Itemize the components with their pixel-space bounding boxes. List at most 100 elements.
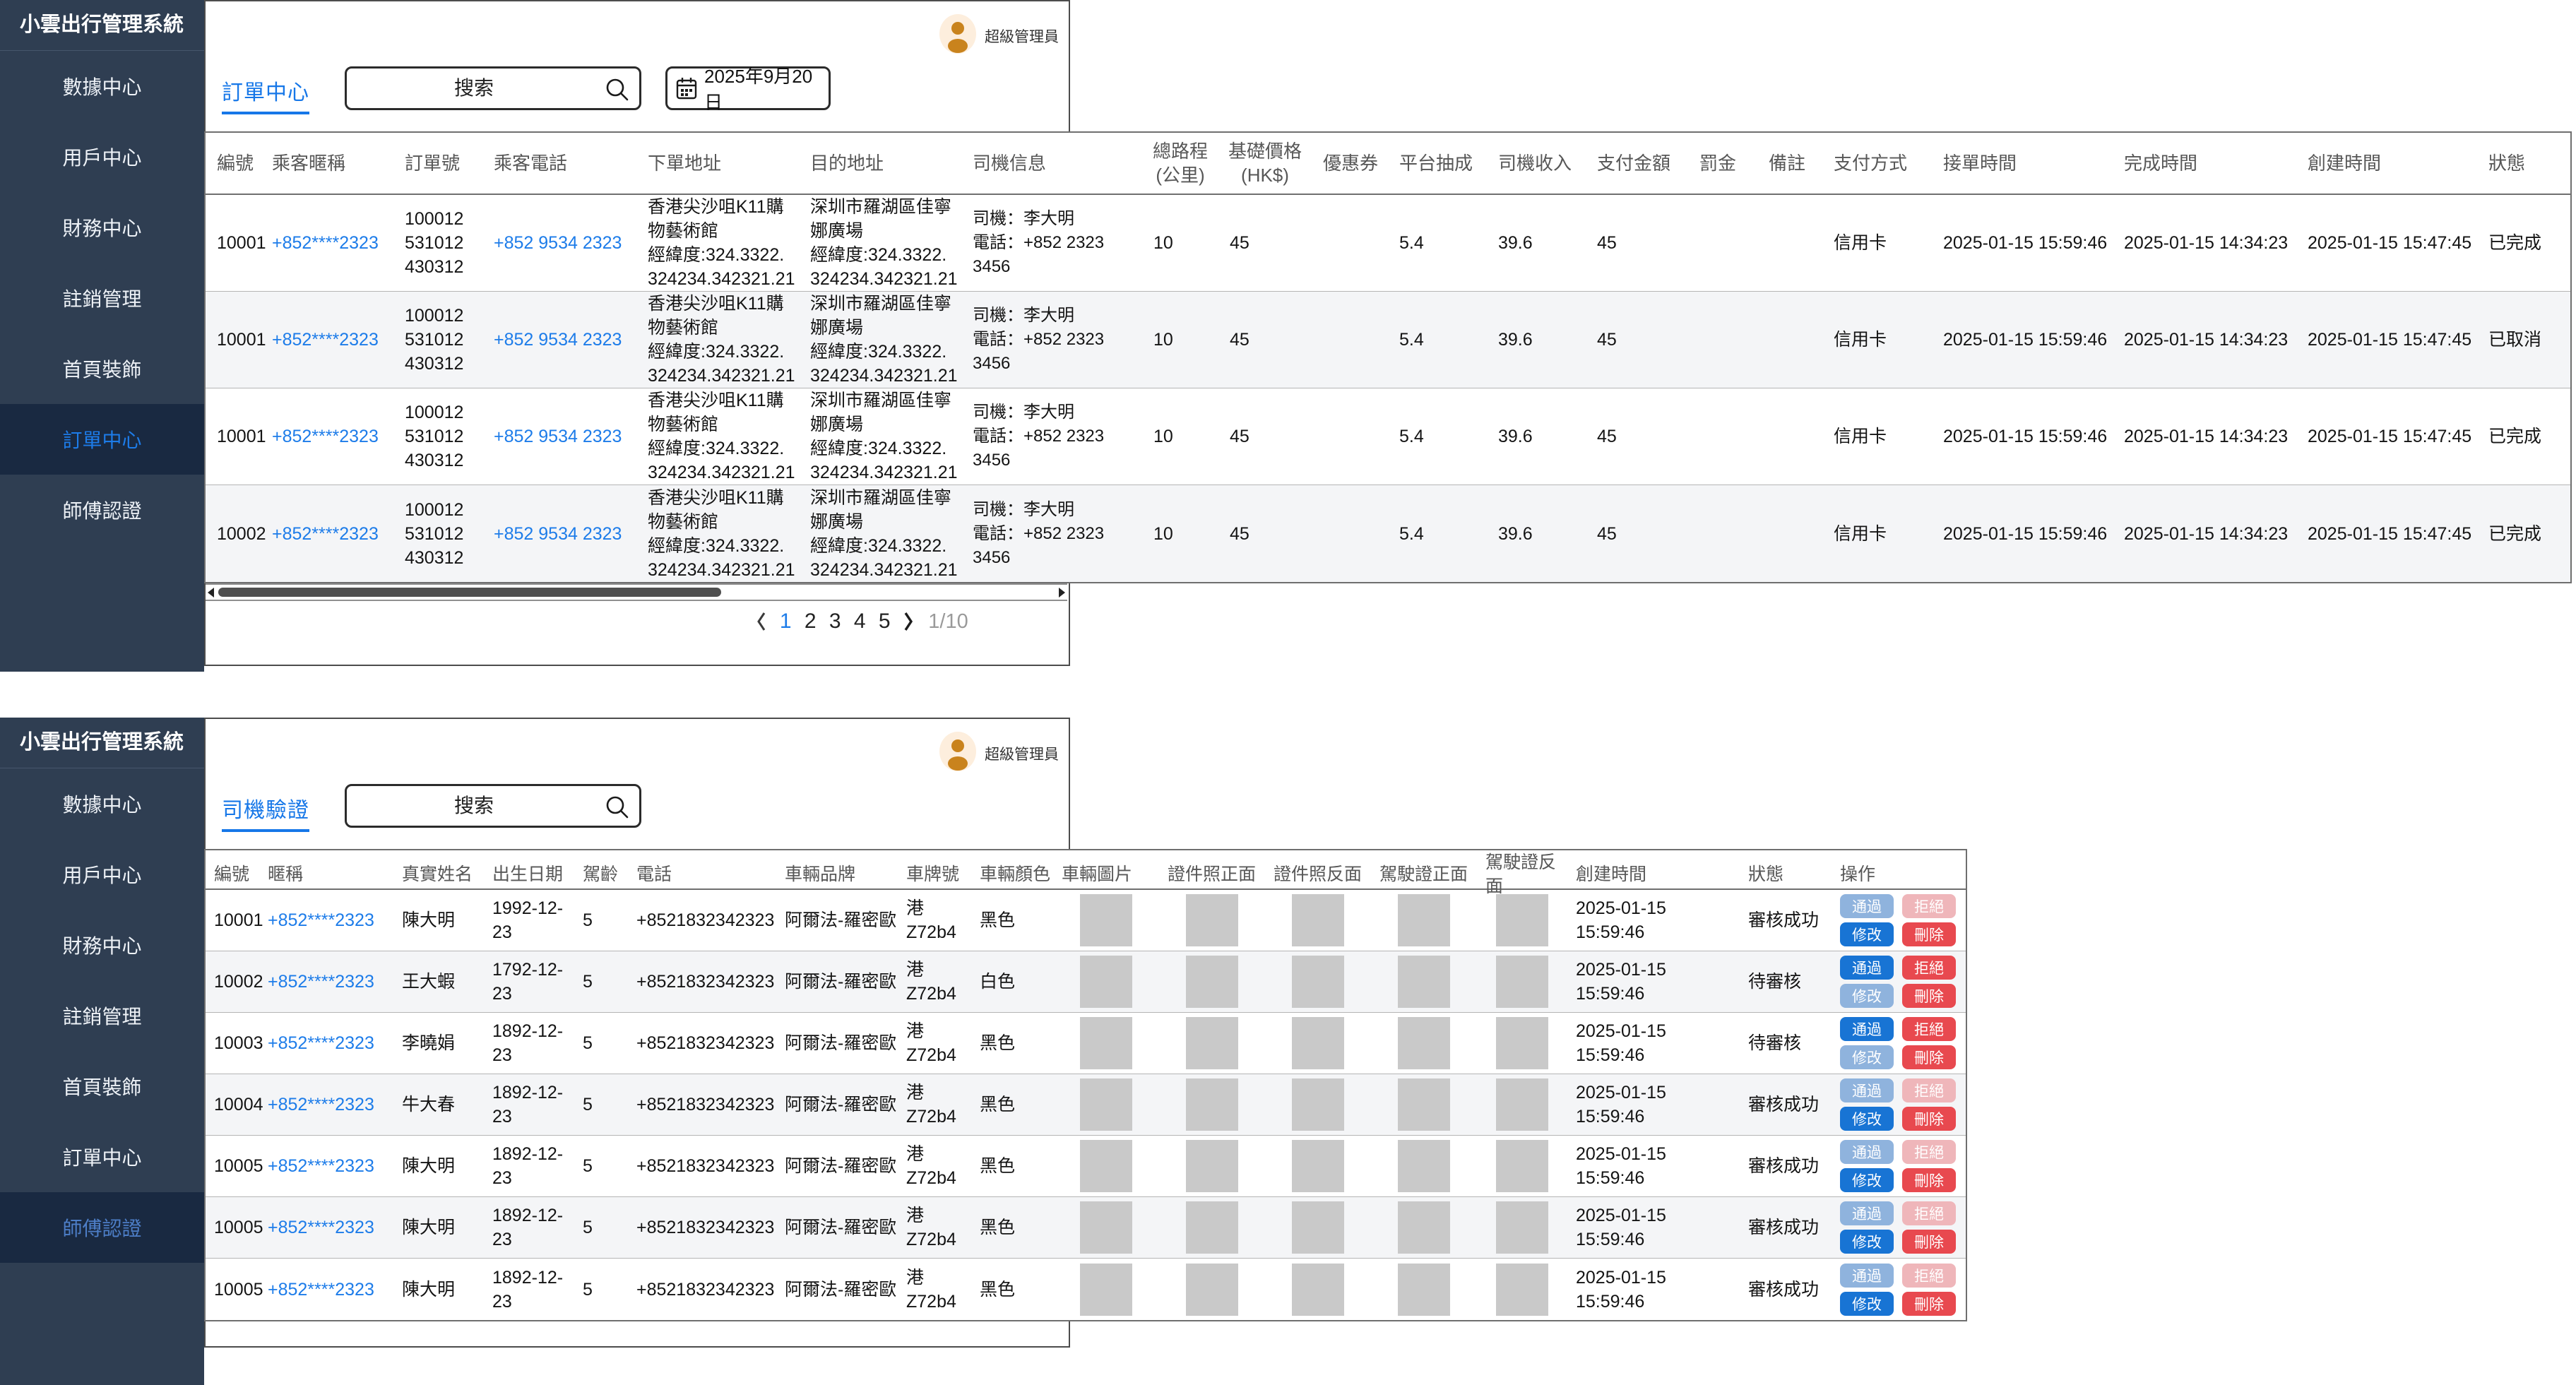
cell-nick[interactable]: +852****2323 (268, 972, 374, 992)
cell-nick[interactable]: +852****2323 (272, 523, 379, 544)
vehicle-photo-thumbnail[interactable] (1080, 1201, 1132, 1254)
id-card-front-thumbnail[interactable] (1186, 1017, 1238, 1069)
id-card-back-thumbnail[interactable] (1292, 1078, 1344, 1131)
sidebar-item-6[interactable]: 訂單中心 (0, 404, 204, 475)
search-input[interactable] (347, 786, 639, 826)
license-front-thumbnail[interactable] (1398, 1017, 1450, 1069)
license-front-thumbnail[interactable] (1398, 956, 1450, 1008)
license-front-thumbnail[interactable] (1398, 1078, 1450, 1131)
edit-button[interactable]: 修改 (1840, 922, 1894, 946)
license-back-thumbnail[interactable] (1496, 894, 1548, 946)
license-front-thumbnail[interactable] (1398, 1263, 1450, 1316)
license-back-thumbnail[interactable] (1496, 1017, 1548, 1069)
search-icon[interactable] (604, 76, 631, 107)
delete-button[interactable]: 刪除 (1902, 984, 1956, 1008)
cell-nick[interactable]: +852****2323 (272, 233, 379, 253)
page-3[interactable]: 3 (829, 610, 841, 633)
approve-button[interactable]: 通過 (1840, 956, 1894, 980)
tab-driver-verification[interactable]: 司機驗證 (222, 792, 309, 832)
cell-phone[interactable]: +852 9534 2323 (494, 233, 622, 253)
sidebar-item-3[interactable]: 財務中心 (62, 218, 142, 239)
column-header: 乘客電話 (494, 153, 568, 174)
next-page-icon[interactable] (902, 611, 915, 632)
delete-button[interactable]: 刪除 (1902, 922, 1956, 946)
delete-button[interactable]: 刪除 (1902, 1230, 1956, 1254)
sidebar-item-4[interactable]: 註銷管理 (62, 288, 142, 310)
sidebar-item-4[interactable]: 註銷管理 (62, 1006, 142, 1028)
edit-button[interactable]: 修改 (1840, 1230, 1894, 1254)
sidebar-item-2[interactable]: 用戶中心 (62, 864, 142, 886)
prev-page-icon[interactable] (755, 611, 768, 632)
reject-button[interactable]: 拒絕 (1902, 1017, 1956, 1041)
id-card-front-thumbnail[interactable] (1186, 956, 1238, 1008)
edit-button[interactable]: 修改 (1840, 1107, 1894, 1131)
cell-phone[interactable]: +852 9534 2323 (494, 427, 622, 446)
search-icon[interactable] (604, 794, 631, 824)
delete-button[interactable]: 刪除 (1902, 1107, 1956, 1131)
sidebar-item-6[interactable]: 訂單中心 (62, 1147, 142, 1169)
license-front-thumbnail[interactable] (1398, 894, 1450, 946)
page-4[interactable]: 4 (853, 610, 866, 633)
cell-color: 黑色 (980, 910, 1016, 930)
sidebar-item-7[interactable]: 師傅認證 (0, 1192, 204, 1263)
reject-button[interactable]: 拒絕 (1902, 956, 1956, 980)
cell-nick[interactable]: +852****2323 (268, 910, 374, 930)
cell-phone[interactable]: +852 9534 2323 (494, 330, 622, 350)
page-5[interactable]: 5 (878, 610, 891, 633)
cell-nick[interactable]: +852****2323 (268, 1218, 374, 1237)
scroll-left-arrow[interactable] (208, 587, 214, 598)
horizontal-scrollbar[interactable] (206, 583, 1067, 601)
id-card-back-thumbnail[interactable] (1292, 956, 1344, 1008)
sidebar-item-3[interactable]: 財務中心 (62, 935, 142, 957)
license-back-thumbnail[interactable] (1496, 1201, 1548, 1254)
license-back-thumbnail[interactable] (1496, 1263, 1548, 1316)
cell-nick[interactable]: +852****2323 (268, 1156, 374, 1176)
page-1[interactable]: 1 (779, 610, 792, 633)
id-card-front-thumbnail[interactable] (1186, 1140, 1238, 1192)
delete-button[interactable]: 刪除 (1902, 1168, 1956, 1192)
vehicle-photo-thumbnail[interactable] (1080, 1140, 1132, 1192)
cell-nick[interactable]: +852****2323 (272, 427, 379, 446)
page-2[interactable]: 2 (804, 610, 817, 633)
vehicle-photo-thumbnail[interactable] (1080, 956, 1132, 1008)
vehicle-photo-thumbnail[interactable] (1080, 1017, 1132, 1069)
sidebar-item-5[interactable]: 首頁裝飾 (62, 359, 142, 381)
sidebar-item-1[interactable]: 數據中心 (62, 76, 142, 98)
search-input[interactable] (347, 69, 639, 108)
id-card-front-thumbnail[interactable] (1186, 1078, 1238, 1131)
cell-phone[interactable]: +852 9534 2323 (494, 523, 622, 544)
delete-button[interactable]: 刪除 (1902, 1045, 1956, 1069)
vehicle-photo-thumbnail[interactable] (1080, 1263, 1132, 1316)
id-card-back-thumbnail[interactable] (1292, 894, 1344, 946)
cell-nick[interactable]: +852****2323 (268, 1279, 374, 1300)
cell-nick[interactable]: +852****2323 (268, 1095, 374, 1114)
sidebar-item-1[interactable]: 數據中心 (62, 794, 142, 816)
scrollbar-thumb[interactable] (218, 588, 721, 597)
edit-button[interactable]: 修改 (1840, 1291, 1894, 1316)
vehicle-photo-thumbnail[interactable] (1080, 894, 1132, 946)
edit-button[interactable]: 修改 (1840, 1168, 1894, 1192)
id-card-front-thumbnail[interactable] (1186, 1201, 1238, 1254)
sidebar-item-5[interactable]: 首頁裝飾 (62, 1076, 142, 1098)
license-back-thumbnail[interactable] (1496, 1078, 1548, 1131)
vehicle-photo-thumbnail[interactable] (1080, 1078, 1132, 1131)
scroll-right-arrow[interactable] (1059, 587, 1065, 598)
id-card-back-thumbnail[interactable] (1292, 1140, 1344, 1192)
license-front-thumbnail[interactable] (1398, 1140, 1450, 1192)
sidebar-item-7[interactable]: 師傅認證 (62, 500, 142, 522)
license-front-thumbnail[interactable] (1398, 1201, 1450, 1254)
cell-nick[interactable]: +852****2323 (268, 1033, 374, 1053)
id-card-front-thumbnail[interactable] (1186, 894, 1238, 946)
tab-order-center[interactable]: 訂單中心 (222, 75, 309, 114)
delete-button[interactable]: 刪除 (1902, 1291, 1956, 1316)
license-back-thumbnail[interactable] (1496, 1140, 1548, 1192)
license-back-thumbnail[interactable] (1496, 956, 1548, 1008)
approve-button[interactable]: 通過 (1840, 1017, 1894, 1041)
sidebar-item-2[interactable]: 用戶中心 (62, 147, 142, 169)
id-card-back-thumbnail[interactable] (1292, 1201, 1344, 1254)
id-card-front-thumbnail[interactable] (1186, 1263, 1238, 1316)
id-card-back-thumbnail[interactable] (1292, 1263, 1344, 1316)
date-picker[interactable]: 2025年9月20日 (665, 66, 831, 113)
id-card-back-thumbnail[interactable] (1292, 1017, 1344, 1069)
cell-nick[interactable]: +852****2323 (272, 330, 379, 350)
